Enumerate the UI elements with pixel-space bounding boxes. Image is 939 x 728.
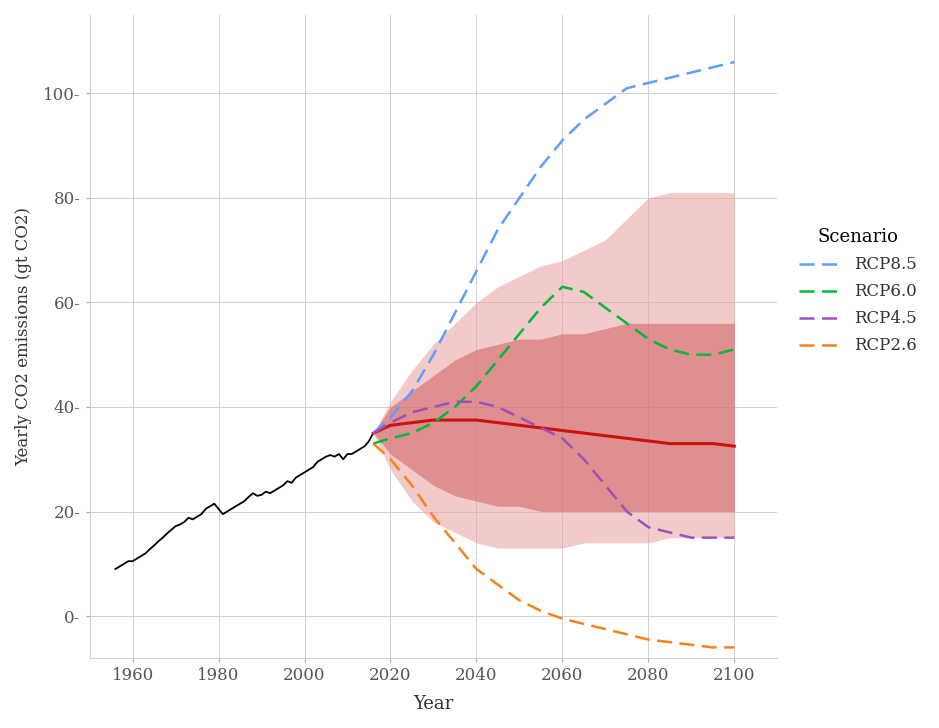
X-axis label: Year: Year — [413, 695, 454, 713]
Legend: RCP8.5, RCP6.0, RCP4.5, RCP2.6: RCP8.5, RCP6.0, RCP4.5, RCP2.6 — [793, 222, 924, 361]
Y-axis label: Yearly CO2 emissions (gt CO2): Yearly CO2 emissions (gt CO2) — [15, 207, 32, 466]
